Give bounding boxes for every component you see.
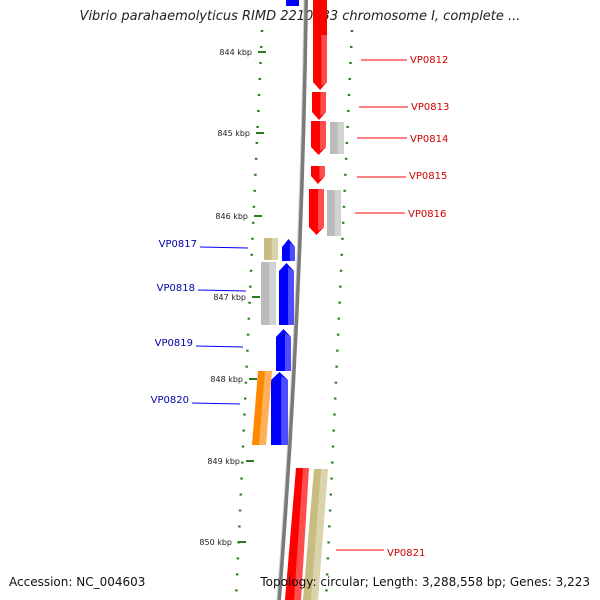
gene-vp0815 — [311, 166, 325, 184]
orange-feature-shade — [259, 371, 272, 445]
gene-label-leader — [199, 246, 249, 249]
left-dotted-guide — [234, 29, 264, 600]
gene-label: VP0812 — [410, 55, 448, 66]
tan-feature-1 — [264, 238, 278, 260]
scale-tick-label: 844 kbp — [219, 48, 252, 57]
gene-label: VP0813 — [411, 102, 449, 113]
backbone-highlight — [276, 0, 305, 600]
gene-vp0820 — [271, 372, 288, 445]
gene-label: VP0819 — [155, 338, 193, 349]
gene-label-leader — [197, 289, 247, 292]
scale-tick-label: 845 kbp — [217, 129, 250, 138]
gene-forward-top — [313, 0, 327, 35]
tan-feature-2 — [303, 469, 328, 600]
gray-feature-1-shade — [337, 122, 344, 154]
gray-feature-3 — [261, 262, 276, 325]
right-dotted-guide — [324, 29, 354, 600]
gene-vp0817 — [282, 239, 295, 261]
gray-feature-2 — [327, 190, 341, 236]
gene-vp0819-shade — [285, 333, 291, 371]
gene-label: VP0814 — [410, 134, 448, 145]
gene-vp0813-shade — [320, 92, 326, 116]
orange-feature — [252, 371, 272, 445]
accession-text: Accession: NC_004603 — [9, 575, 146, 589]
gene-vp0814-shade — [320, 121, 326, 151]
gene-vp0812 — [313, 35, 327, 90]
gene-label: VP0821 — [387, 548, 425, 559]
gene-label: VP0817 — [159, 239, 197, 250]
gene-vp0818-shade — [288, 267, 294, 325]
scale-tick-label: 850 kbp — [199, 538, 232, 547]
gene-label: VP0818 — [157, 283, 195, 294]
gray-feature-1 — [330, 122, 344, 154]
scale-tick-label: 848 kbp — [210, 375, 243, 384]
gene-label: VP0820 — [151, 395, 189, 406]
gene-vp0813 — [312, 92, 326, 120]
tan-feature-1-shade — [271, 238, 278, 260]
gene-vp0816-shade — [318, 189, 324, 231]
gene-vp0818 — [279, 263, 294, 325]
gene-vp0817-shade — [289, 243, 295, 261]
gray-feature-3-shade — [269, 262, 276, 325]
gene-vp0819 — [276, 329, 291, 371]
scale-tick-label: 846 kbp — [215, 212, 248, 221]
gene-vp0815-shade — [319, 166, 325, 180]
gene-reverse-top — [286, 0, 299, 6]
map-title: Vibrio parahaemolyticus RIMD 2210633 chr… — [79, 9, 521, 24]
gene-label-leader — [191, 402, 241, 405]
gene-label: VP0815 — [409, 171, 447, 182]
genome-summary-text: Topology: circular; Length: 3,288,558 bp… — [260, 575, 590, 589]
gene-vp0820-shade — [281, 376, 288, 445]
gene-vp0816 — [309, 189, 324, 235]
scale-tick-label: 849 kbp — [207, 457, 240, 466]
gene-vp0821 — [285, 468, 309, 600]
scale-tick-label: 847 kbp — [213, 293, 246, 302]
gene-label-leader — [195, 345, 244, 348]
gene-label: VP0816 — [408, 209, 446, 220]
backbone-line — [277, 0, 308, 600]
gray-feature-2-shade — [334, 190, 341, 236]
tan-feature-2-shade — [311, 469, 328, 600]
gene-vp0812-shade — [321, 35, 327, 86]
gene-vp0821-shade — [294, 468, 309, 600]
gene-vp0814 — [311, 121, 326, 155]
